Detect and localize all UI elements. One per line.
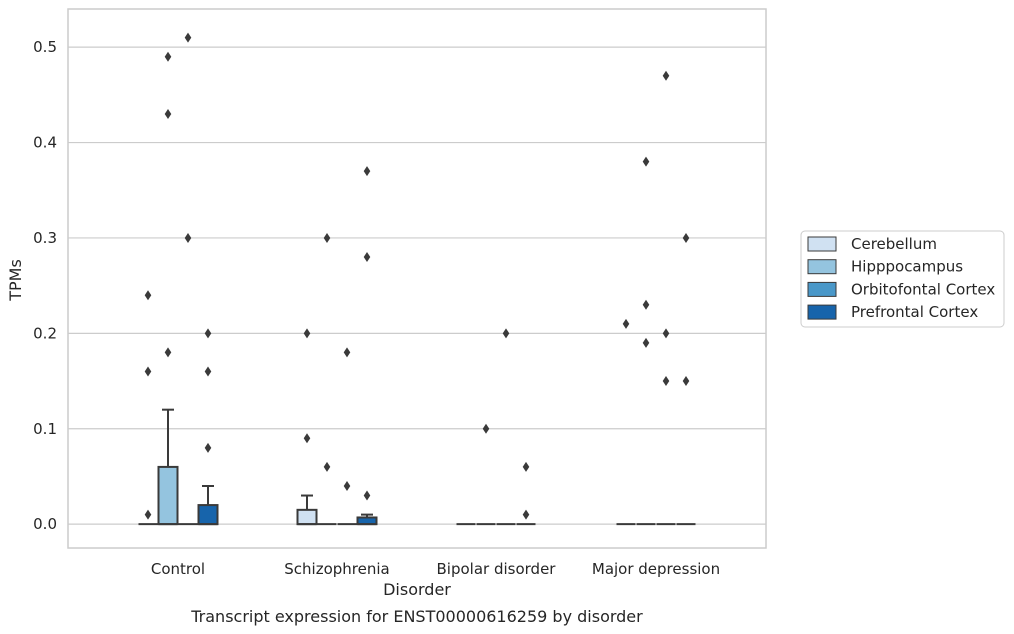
outlier-point — [662, 376, 670, 387]
outlier-point — [363, 166, 371, 177]
outlier-point — [184, 32, 192, 43]
y-axis-label: TPMs — [6, 259, 25, 302]
box — [356, 513, 378, 526]
plot-frame — [67, 8, 767, 549]
outlier-point — [184, 232, 192, 243]
figure-caption: Transcript expression for ENST0000061625… — [190, 607, 643, 626]
outlier-point — [323, 461, 331, 472]
outlier-point — [522, 509, 530, 520]
outlier-point — [642, 299, 650, 310]
legend-label: Hipppocampus — [851, 258, 963, 276]
gridlines — [68, 46, 766, 525]
y-tick-label: 0.0 — [33, 515, 57, 533]
x-tick-label: Bipolar disorder — [437, 560, 557, 578]
box-body — [356, 516, 378, 526]
legend-swatch — [807, 259, 837, 275]
boxes — [138, 408, 696, 526]
outlier-point — [144, 290, 152, 301]
legend-items: Cerebellum Hipppocampus Orbitofontal Corte… — [807, 235, 995, 321]
legend-item: Prefrontal Cortex — [807, 303, 978, 321]
y-tick-label: 0.5 — [33, 38, 57, 56]
outlier-point — [682, 376, 690, 387]
box — [197, 484, 219, 526]
outlier-point — [662, 70, 670, 81]
legend-swatch — [807, 304, 837, 320]
y-tick-label: 0.1 — [33, 420, 57, 438]
outlier-point — [204, 442, 212, 453]
outlier-point — [363, 252, 371, 263]
box-body — [157, 465, 179, 526]
box-body — [296, 508, 318, 526]
y-tick-label: 0.4 — [33, 134, 57, 152]
outlier-point — [144, 509, 152, 520]
x-tick-label: Control — [151, 560, 205, 578]
legend-item: Hipppocampus — [807, 258, 963, 276]
outlier-point — [323, 232, 331, 243]
legend-item: Orbitofontal Cortex — [807, 280, 995, 298]
outlier-point — [343, 480, 351, 491]
outlier-point — [482, 423, 490, 434]
outlier-point — [522, 461, 530, 472]
legend-swatch — [807, 281, 837, 297]
outliers — [144, 32, 690, 520]
outlier-point — [164, 51, 172, 62]
legend-frame — [800, 230, 1005, 328]
outlier-point — [164, 108, 172, 119]
x-axis-label: Disorder — [383, 580, 451, 599]
outlier-point — [682, 232, 690, 243]
outlier-point — [343, 347, 351, 358]
legend-item: Cerebellum — [807, 235, 937, 253]
legend-label: Orbitofontal Cortex — [851, 280, 995, 298]
outlier-point — [642, 337, 650, 348]
outlier-point — [363, 490, 371, 501]
outlier-point — [303, 433, 311, 444]
y-axis-ticks: 0.0 0.1 0.2 0.3 0.4 0.5 — [33, 38, 57, 533]
outlier-point — [303, 328, 311, 339]
outlier-point — [662, 328, 670, 339]
legend-label: Prefrontal Cortex — [851, 303, 978, 321]
outlier-point — [204, 366, 212, 377]
outlier-point — [502, 328, 510, 339]
y-tick-label: 0.2 — [33, 324, 57, 342]
y-tick-label: 0.3 — [33, 229, 57, 247]
legend: Cerebellum Hipppocampus Orbitofontal Corte… — [800, 230, 1005, 328]
x-tick-label: Schizophrenia — [284, 560, 389, 578]
outlier-point — [204, 328, 212, 339]
legend-label: Cerebellum — [851, 235, 937, 253]
outlier-point — [642, 156, 650, 167]
outlier-point — [144, 366, 152, 377]
outlier-point — [164, 347, 172, 358]
box — [296, 494, 318, 526]
box-body — [197, 504, 219, 526]
legend-swatch — [807, 236, 837, 252]
box — [157, 408, 179, 526]
outlier-point — [622, 318, 630, 329]
x-axis-ticks: Control Schizophrenia Bipolar disorder Majo… — [151, 560, 720, 578]
x-tick-label: Major depression — [592, 560, 720, 578]
